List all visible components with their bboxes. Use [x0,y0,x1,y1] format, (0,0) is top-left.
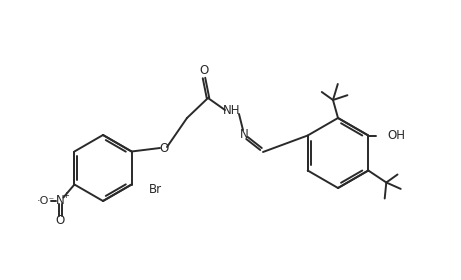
Text: O: O [56,214,65,227]
Text: N: N [56,194,65,207]
Text: O: O [160,141,169,155]
Text: ·O⁻: ·O⁻ [36,195,54,206]
Text: N: N [240,129,248,141]
Text: +: + [62,191,69,200]
Text: Br: Br [148,183,162,196]
Text: OH: OH [387,129,405,142]
Text: NH: NH [223,104,241,118]
Text: O: O [199,64,209,78]
